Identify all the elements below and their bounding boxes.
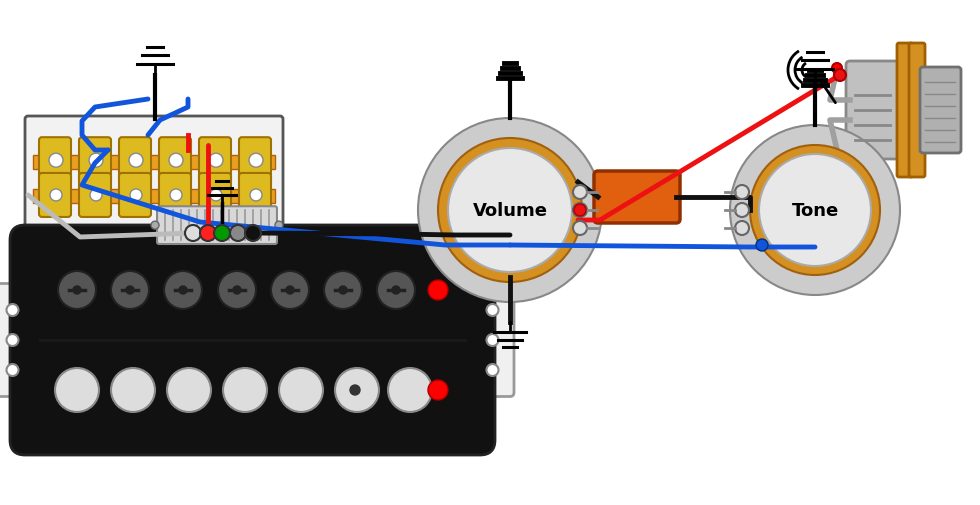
FancyBboxPatch shape: [199, 138, 231, 186]
Circle shape: [130, 189, 142, 201]
Circle shape: [245, 226, 261, 241]
Circle shape: [218, 272, 256, 310]
Circle shape: [418, 119, 602, 302]
Circle shape: [735, 186, 749, 199]
Circle shape: [209, 154, 223, 168]
Circle shape: [185, 226, 201, 241]
Circle shape: [7, 305, 19, 316]
Circle shape: [335, 368, 379, 412]
Circle shape: [249, 154, 263, 168]
Bar: [33, 156, 275, 170]
Circle shape: [486, 305, 499, 316]
Circle shape: [324, 272, 362, 310]
FancyBboxPatch shape: [79, 174, 111, 218]
Circle shape: [428, 280, 448, 300]
Circle shape: [111, 272, 149, 310]
Circle shape: [573, 222, 587, 235]
Circle shape: [750, 146, 880, 275]
Circle shape: [164, 272, 202, 310]
Circle shape: [167, 368, 211, 412]
Circle shape: [230, 226, 246, 241]
Circle shape: [735, 204, 749, 218]
Circle shape: [58, 272, 96, 310]
Circle shape: [486, 364, 499, 376]
Circle shape: [210, 189, 222, 201]
Circle shape: [188, 229, 198, 238]
Circle shape: [170, 189, 182, 201]
Circle shape: [339, 286, 347, 294]
Circle shape: [286, 286, 294, 294]
Circle shape: [448, 148, 572, 273]
FancyBboxPatch shape: [119, 174, 151, 218]
Circle shape: [730, 126, 900, 295]
Bar: [33, 189, 275, 204]
Text: Volume: Volume: [472, 201, 548, 220]
Circle shape: [574, 205, 586, 217]
FancyBboxPatch shape: [239, 174, 271, 218]
Circle shape: [233, 286, 241, 294]
Circle shape: [151, 222, 159, 230]
Circle shape: [428, 380, 448, 400]
FancyBboxPatch shape: [10, 226, 495, 455]
Circle shape: [438, 139, 582, 282]
Circle shape: [73, 286, 81, 294]
FancyBboxPatch shape: [159, 138, 191, 186]
FancyBboxPatch shape: [239, 138, 271, 186]
Circle shape: [275, 222, 283, 230]
FancyBboxPatch shape: [594, 172, 680, 224]
FancyBboxPatch shape: [897, 44, 913, 178]
Circle shape: [7, 334, 19, 346]
Circle shape: [111, 368, 155, 412]
Circle shape: [90, 189, 102, 201]
FancyBboxPatch shape: [39, 174, 71, 218]
FancyBboxPatch shape: [25, 117, 283, 258]
FancyBboxPatch shape: [157, 207, 277, 244]
Circle shape: [392, 286, 400, 294]
FancyBboxPatch shape: [846, 62, 914, 160]
FancyBboxPatch shape: [920, 68, 961, 154]
Circle shape: [350, 385, 360, 395]
FancyBboxPatch shape: [159, 174, 191, 218]
FancyBboxPatch shape: [471, 284, 514, 397]
Circle shape: [7, 364, 19, 376]
Circle shape: [223, 368, 267, 412]
FancyBboxPatch shape: [909, 44, 925, 178]
Circle shape: [250, 189, 262, 201]
Circle shape: [50, 189, 62, 201]
Circle shape: [214, 226, 230, 241]
Circle shape: [486, 334, 499, 346]
Circle shape: [55, 368, 99, 412]
Text: Tone: Tone: [792, 201, 839, 220]
Circle shape: [129, 154, 143, 168]
Circle shape: [169, 154, 183, 168]
Circle shape: [573, 204, 587, 218]
Circle shape: [377, 272, 415, 310]
Circle shape: [126, 286, 134, 294]
FancyBboxPatch shape: [119, 138, 151, 186]
Circle shape: [89, 154, 103, 168]
Circle shape: [573, 186, 587, 199]
Circle shape: [832, 64, 842, 74]
Circle shape: [735, 222, 749, 235]
Circle shape: [756, 239, 768, 251]
FancyBboxPatch shape: [39, 138, 71, 186]
Circle shape: [200, 226, 216, 241]
Circle shape: [279, 368, 323, 412]
Circle shape: [271, 272, 309, 310]
Circle shape: [49, 154, 63, 168]
FancyBboxPatch shape: [79, 138, 111, 186]
Circle shape: [759, 155, 871, 267]
Circle shape: [179, 286, 187, 294]
Circle shape: [834, 70, 846, 82]
Circle shape: [388, 368, 432, 412]
FancyBboxPatch shape: [199, 174, 231, 218]
FancyBboxPatch shape: [0, 284, 34, 397]
